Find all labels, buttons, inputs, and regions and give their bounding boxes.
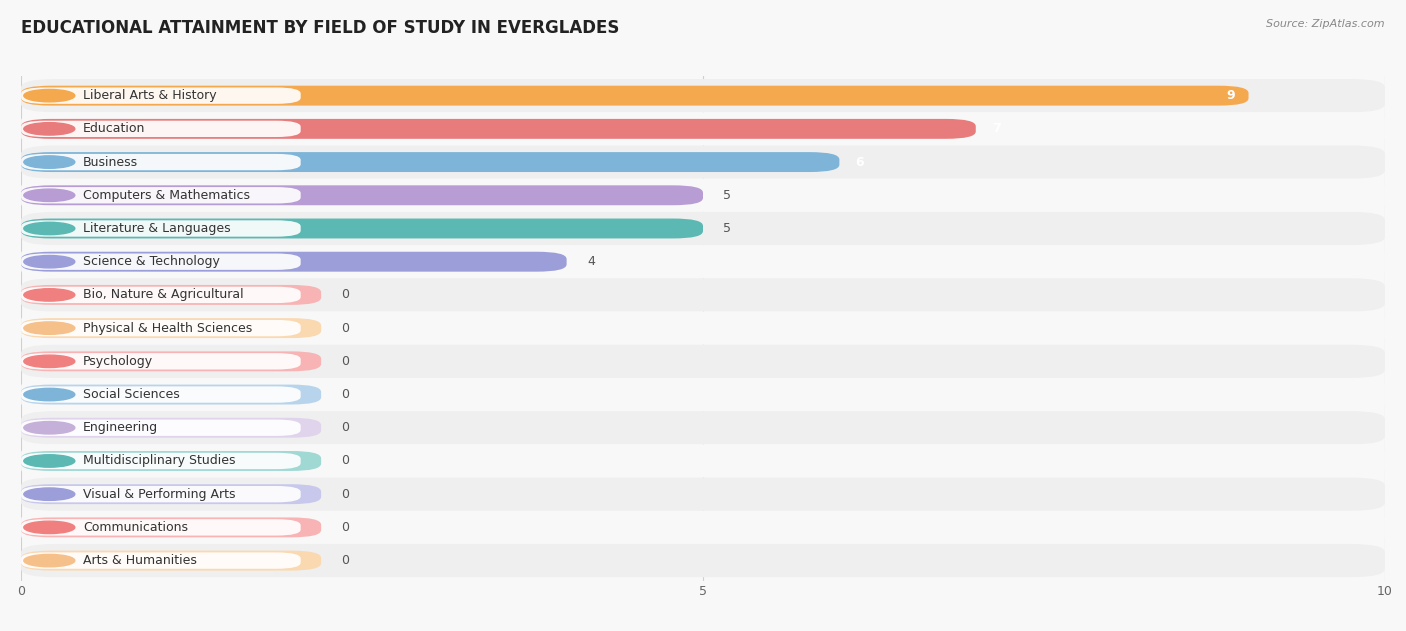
- Text: 5: 5: [724, 189, 731, 202]
- Text: 0: 0: [342, 521, 350, 534]
- Circle shape: [24, 256, 75, 268]
- Text: 0: 0: [342, 355, 350, 368]
- Text: Literature & Languages: Literature & Languages: [83, 222, 231, 235]
- FancyBboxPatch shape: [21, 486, 301, 502]
- Text: Multidisciplinary Studies: Multidisciplinary Studies: [83, 454, 235, 468]
- FancyBboxPatch shape: [21, 152, 839, 172]
- FancyBboxPatch shape: [21, 351, 321, 371]
- FancyBboxPatch shape: [21, 418, 321, 438]
- Text: 0: 0: [342, 454, 350, 468]
- FancyBboxPatch shape: [21, 453, 301, 469]
- FancyBboxPatch shape: [21, 278, 1385, 312]
- Text: 0: 0: [342, 388, 350, 401]
- Circle shape: [24, 388, 75, 401]
- Text: 0: 0: [342, 288, 350, 302]
- FancyBboxPatch shape: [21, 146, 1385, 179]
- FancyBboxPatch shape: [21, 544, 1385, 577]
- FancyBboxPatch shape: [21, 312, 1385, 345]
- FancyBboxPatch shape: [21, 320, 301, 336]
- Text: Communications: Communications: [83, 521, 188, 534]
- FancyBboxPatch shape: [21, 88, 301, 104]
- Text: Psychology: Psychology: [83, 355, 153, 368]
- FancyBboxPatch shape: [21, 179, 1385, 212]
- Text: Social Sciences: Social Sciences: [83, 388, 180, 401]
- FancyBboxPatch shape: [21, 252, 567, 272]
- FancyBboxPatch shape: [21, 121, 301, 137]
- Circle shape: [24, 422, 75, 434]
- FancyBboxPatch shape: [21, 378, 1385, 411]
- Text: Engineering: Engineering: [83, 422, 157, 434]
- Text: 5: 5: [724, 222, 731, 235]
- FancyBboxPatch shape: [21, 444, 1385, 478]
- Text: Business: Business: [83, 156, 138, 168]
- Text: Computers & Mathematics: Computers & Mathematics: [83, 189, 250, 202]
- Text: 6: 6: [856, 156, 865, 168]
- Text: Education: Education: [83, 122, 145, 136]
- FancyBboxPatch shape: [21, 510, 1385, 544]
- FancyBboxPatch shape: [21, 86, 1249, 105]
- FancyBboxPatch shape: [21, 384, 321, 404]
- Circle shape: [24, 521, 75, 534]
- Circle shape: [24, 222, 75, 235]
- FancyBboxPatch shape: [21, 186, 703, 205]
- FancyBboxPatch shape: [21, 187, 301, 203]
- FancyBboxPatch shape: [21, 286, 301, 303]
- Text: 7: 7: [993, 122, 1001, 136]
- FancyBboxPatch shape: [21, 154, 301, 170]
- Circle shape: [24, 555, 75, 567]
- Text: 0: 0: [342, 488, 350, 500]
- FancyBboxPatch shape: [21, 386, 301, 403]
- Text: Source: ZipAtlas.com: Source: ZipAtlas.com: [1267, 19, 1385, 29]
- FancyBboxPatch shape: [21, 285, 321, 305]
- Circle shape: [24, 156, 75, 168]
- FancyBboxPatch shape: [21, 420, 301, 436]
- Circle shape: [24, 488, 75, 500]
- FancyBboxPatch shape: [21, 411, 1385, 444]
- FancyBboxPatch shape: [21, 212, 1385, 245]
- FancyBboxPatch shape: [21, 318, 321, 338]
- FancyBboxPatch shape: [21, 119, 976, 139]
- Text: Liberal Arts & History: Liberal Arts & History: [83, 89, 217, 102]
- Text: Science & Technology: Science & Technology: [83, 255, 219, 268]
- Text: Arts & Humanities: Arts & Humanities: [83, 554, 197, 567]
- FancyBboxPatch shape: [21, 112, 1385, 146]
- Circle shape: [24, 455, 75, 467]
- FancyBboxPatch shape: [21, 79, 1385, 112]
- FancyBboxPatch shape: [21, 245, 1385, 278]
- FancyBboxPatch shape: [21, 218, 703, 239]
- Text: 0: 0: [342, 422, 350, 434]
- Circle shape: [24, 355, 75, 367]
- Text: 9: 9: [1226, 89, 1234, 102]
- FancyBboxPatch shape: [21, 220, 301, 237]
- FancyBboxPatch shape: [21, 519, 301, 536]
- Circle shape: [24, 322, 75, 334]
- FancyBboxPatch shape: [21, 353, 301, 370]
- Text: Physical & Health Sciences: Physical & Health Sciences: [83, 322, 252, 334]
- FancyBboxPatch shape: [21, 451, 321, 471]
- FancyBboxPatch shape: [21, 345, 1385, 378]
- Circle shape: [24, 122, 75, 135]
- Circle shape: [24, 189, 75, 201]
- Text: Bio, Nature & Agricultural: Bio, Nature & Agricultural: [83, 288, 243, 302]
- FancyBboxPatch shape: [21, 552, 301, 569]
- FancyBboxPatch shape: [21, 551, 321, 570]
- Text: 4: 4: [588, 255, 595, 268]
- FancyBboxPatch shape: [21, 254, 301, 270]
- FancyBboxPatch shape: [21, 517, 321, 538]
- Text: 0: 0: [342, 554, 350, 567]
- Text: EDUCATIONAL ATTAINMENT BY FIELD OF STUDY IN EVERGLADES: EDUCATIONAL ATTAINMENT BY FIELD OF STUDY…: [21, 19, 620, 37]
- Text: Visual & Performing Arts: Visual & Performing Arts: [83, 488, 235, 500]
- Text: 0: 0: [342, 322, 350, 334]
- FancyBboxPatch shape: [21, 478, 1385, 510]
- FancyBboxPatch shape: [21, 484, 321, 504]
- Circle shape: [24, 289, 75, 301]
- Circle shape: [24, 90, 75, 102]
